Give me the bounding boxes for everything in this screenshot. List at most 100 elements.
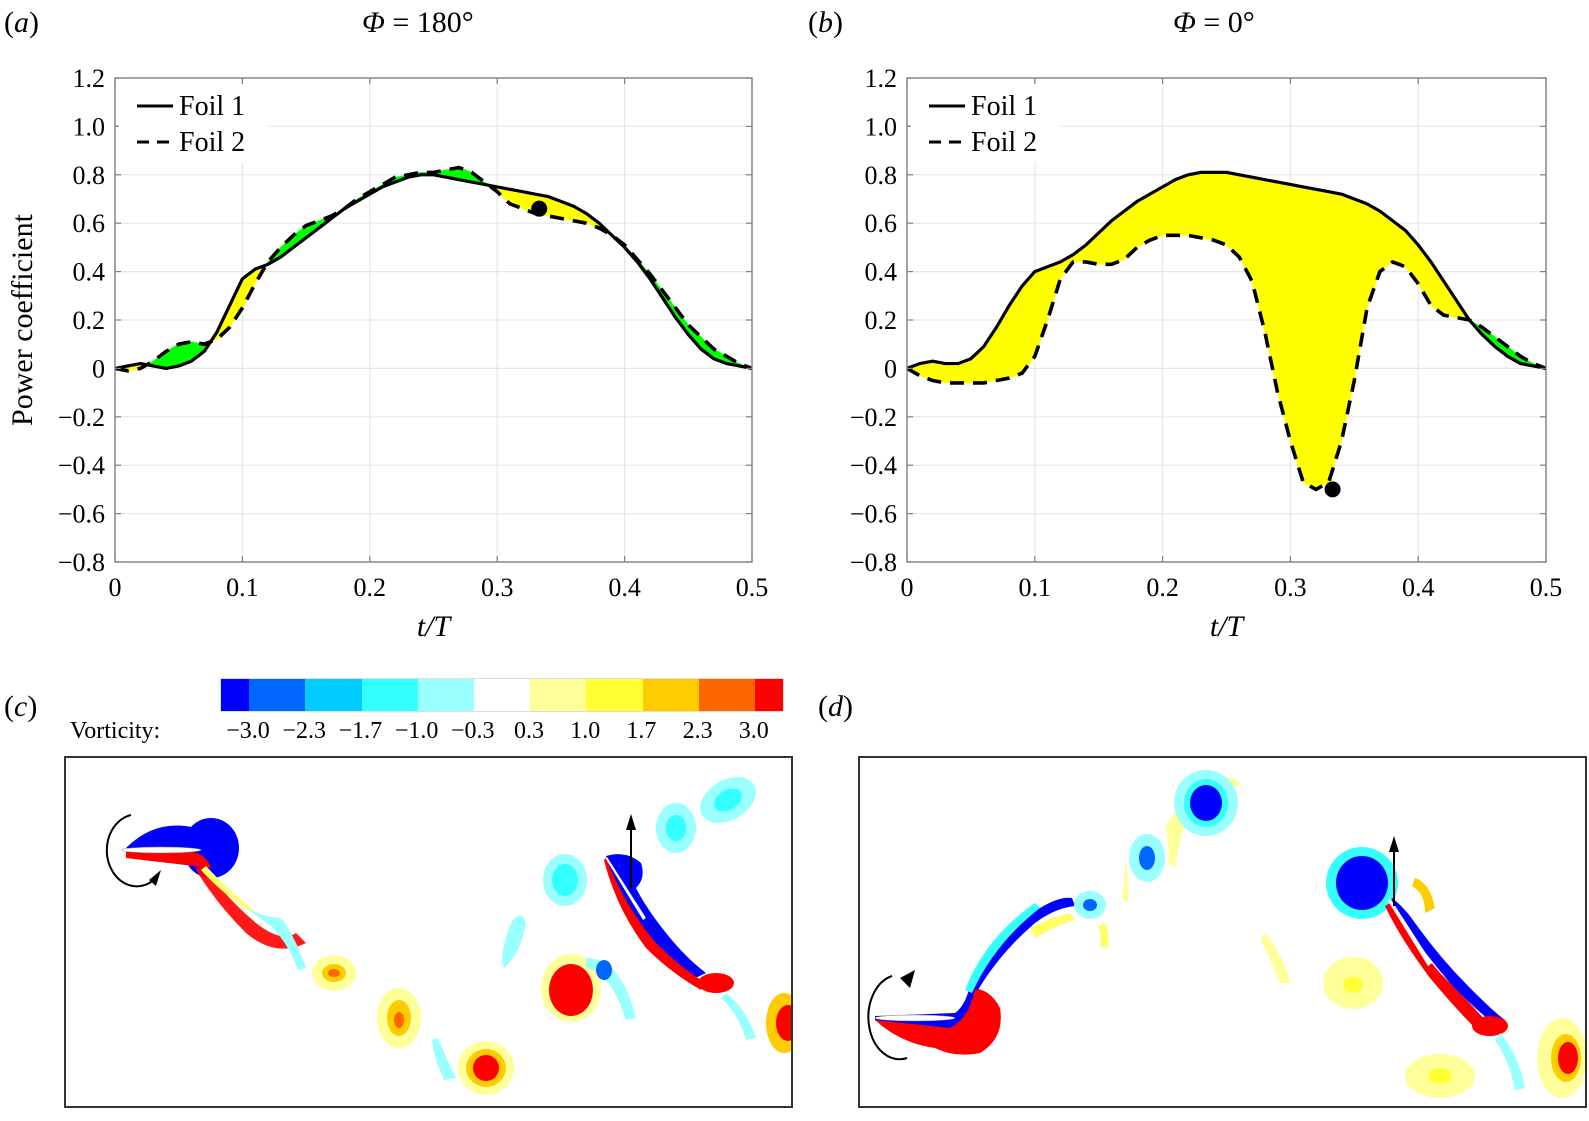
series-line-2: [114, 165, 753, 373]
motion-indicators-d: [867, 836, 1399, 1061]
vortex-cyan-core: [666, 815, 686, 841]
foil-1: [120, 846, 202, 854]
fill-between: [906, 172, 1547, 490]
colorbar-ticks: −3.0 −2.3 −1.7 −1.0 −0.3 0.3 1.0 1.7 2.3 3.0: [200, 718, 790, 748]
colorbar-swatch: [417, 679, 474, 711]
fill-foil1-higher: [1238, 174, 1253, 282]
x-tick-label: 0.2: [1146, 573, 1179, 602]
shear-layer-yellow: [201, 866, 261, 918]
x-tick-label: 0.3: [1274, 573, 1307, 602]
shear-layer-blue: [970, 897, 1075, 990]
vortex-cyan-core: [552, 864, 578, 896]
shear-cyan: [1495, 1033, 1525, 1090]
y-tick-label: 0.6: [865, 209, 898, 238]
y-tick-label: −0.8: [850, 548, 897, 577]
vortex-red: [1472, 1016, 1508, 1036]
fill-foil1-higher: [1353, 198, 1368, 381]
fill-foil1-higher: [1302, 186, 1317, 490]
y-tick-label: 1.0: [73, 112, 106, 141]
rotation-arrowhead-icon: [149, 870, 161, 886]
y-tick-label: 0.2: [865, 306, 898, 335]
x-tick-label: 0.1: [226, 573, 259, 602]
shear-layer-yellow: [1030, 913, 1075, 938]
shear-layer-blue: [1390, 898, 1505, 1028]
y-tick-label: 0.6: [73, 209, 106, 238]
fill-foil1-higher: [1213, 172, 1227, 246]
legend-label-2: Foil 2: [179, 127, 245, 158]
foil-1-wake-d: [874, 770, 1242, 1055]
y-tick-label: 0.8: [865, 161, 898, 190]
x-tick-label: 0.5: [1530, 573, 1563, 602]
y-tick-label: 1.0: [865, 112, 898, 141]
x-axis-label: t/T: [1210, 610, 1246, 643]
series-line-2: [906, 233, 1547, 492]
vortex-orange-core: [328, 969, 340, 977]
vortex-cyan-core: [714, 788, 742, 812]
y-tick-label: −0.4: [850, 451, 897, 480]
vorticity-field-c: [64, 756, 793, 1108]
x-tick-label: 0: [901, 573, 914, 602]
y-tick-label: 0.4: [73, 258, 106, 287]
y-tick-label: 0.8: [73, 161, 106, 190]
fill-foil1-higher: [1328, 191, 1342, 483]
colorbar-swatch: [473, 679, 531, 711]
colorbar-tick-label: 3.0: [738, 718, 769, 744]
shear-layer-red: [604, 858, 706, 990]
vortex-blue: [1336, 856, 1388, 910]
power-coefficient-chart-a: 0 0.1 0.2 0.3 0.4 0.5 1.2 1.0 0.8 0.6 0.4 0.2 0 −0.2 −…: [6, 64, 768, 643]
time-marker: [531, 200, 548, 217]
legend-label-1: Foil 1: [179, 91, 245, 122]
y-tick-label: 0.4: [865, 258, 898, 287]
x-tick-label: 0: [109, 573, 122, 602]
legend-label-1: Foil 1: [971, 91, 1037, 122]
shear-yellow: [1098, 923, 1109, 948]
legend-box: [119, 84, 269, 162]
x-tick-label: 0.3: [481, 573, 514, 602]
colorbar-swatch: [754, 679, 784, 711]
vorticity-field-d: [858, 756, 1587, 1108]
y-tick-label: 0: [92, 354, 105, 383]
vorticity-colorbar: [220, 678, 784, 712]
vortex-red: [549, 964, 593, 1016]
colorbar-tick-label: 0.3: [514, 718, 544, 744]
legend-box: [911, 84, 1061, 162]
vortex-red: [776, 1005, 791, 1041]
x-tick-label: 0.5: [736, 573, 769, 602]
fill-foil1-higher: [1162, 179, 1176, 236]
colorbar-tick-label: 1.7: [626, 718, 657, 744]
colorbar-tick-label: −0.3: [451, 718, 495, 744]
y-tick-label: −0.2: [58, 403, 105, 432]
series-line-1: [906, 170, 1547, 370]
chart-title-b: Φ = 0°: [1173, 6, 1255, 39]
power-coefficient-chart-b: 0 0.1 0.2 0.3 0.4 0.5 1.2 1.0 0.8 0.6 0.4 0.2 0 −0.2 −…: [850, 64, 1562, 643]
vorticity-contours-d: [867, 770, 1585, 1098]
heave-arrowhead-icon: [626, 814, 636, 830]
rotation-arrow-icon: [105, 814, 157, 888]
axes: 0 0.1 0.2 0.3 0.4 0.5 1.2 1.0 0.8 0.6 0.4 0.2 0 −0.2 −…: [6, 64, 768, 643]
colorbar-tick-label: 1.0: [570, 718, 601, 744]
fill-foil1-higher: [1226, 172, 1240, 258]
fill-foil1-higher: [945, 363, 959, 384]
foil-2-wake-c: [502, 777, 791, 1053]
rotation-arrow-icon: [867, 975, 908, 1061]
colorbar-swatch: [221, 679, 250, 711]
panel-label-c: (c): [4, 690, 38, 723]
vortex-yellow-core: [1343, 977, 1363, 993]
colorbar-tick-label: −3.0: [226, 718, 270, 744]
motion-indicators-c: [105, 814, 636, 888]
vortex-orange-core: [394, 1012, 404, 1028]
y-tick-label: −0.8: [58, 548, 105, 577]
shear-yellow: [1260, 933, 1290, 983]
shear-layer-cyan: [965, 903, 1040, 993]
axes: 0 0.1 0.2 0.3 0.4 0.5 1.2 1.0 0.8 0.6 0.4 0.2 0 −0.2 −…: [850, 64, 1562, 643]
rotation-arrowhead-icon: [900, 970, 915, 988]
vortex-blue-core: [596, 960, 612, 980]
fill-foil1-higher: [1187, 172, 1202, 239]
colorbar-swatch: [530, 679, 587, 711]
fill-foil1-higher: [1034, 266, 1048, 357]
colorbar-tick-label: −1.7: [338, 718, 383, 744]
y-axis-label: Power coefficient: [6, 213, 39, 426]
fill-foil1-higher: [1315, 188, 1330, 490]
x-tick-label: 0.1: [1019, 573, 1052, 602]
vortex-blue-core: [1139, 846, 1155, 870]
